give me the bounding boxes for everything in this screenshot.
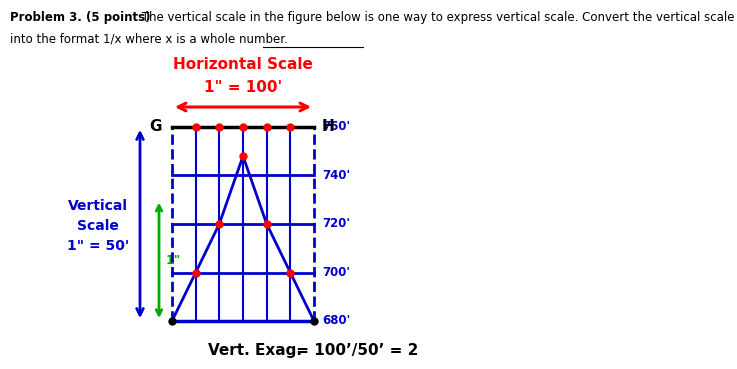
Text: 760': 760'	[322, 121, 350, 134]
Text: = 100’/50’ = 2: = 100’/50’ = 2	[291, 344, 419, 359]
Text: Vertical: Vertical	[68, 199, 128, 213]
Text: 680': 680'	[322, 314, 350, 328]
Text: into the format 1/x where x is a whole number.: into the format 1/x where x is a whole n…	[10, 33, 288, 46]
Text: Vert. Exag.: Vert. Exag.	[208, 344, 302, 359]
Text: 720': 720'	[322, 217, 350, 231]
Text: H: H	[322, 120, 335, 134]
Text: 740': 740'	[322, 169, 350, 182]
Text: 1": 1"	[166, 254, 181, 267]
Text: The vertical scale in the figure below is one way to express vertical scale. Con: The vertical scale in the figure below i…	[138, 11, 735, 24]
Text: 1" = 100': 1" = 100'	[204, 79, 282, 94]
Text: Problem 3. (5 points): Problem 3. (5 points)	[10, 11, 150, 24]
Text: Horizontal Scale: Horizontal Scale	[173, 58, 313, 72]
Text: G: G	[150, 120, 162, 134]
Text: 700': 700'	[322, 266, 350, 279]
Text: 1" = 50': 1" = 50'	[67, 239, 129, 253]
Text: Scale: Scale	[77, 219, 119, 233]
